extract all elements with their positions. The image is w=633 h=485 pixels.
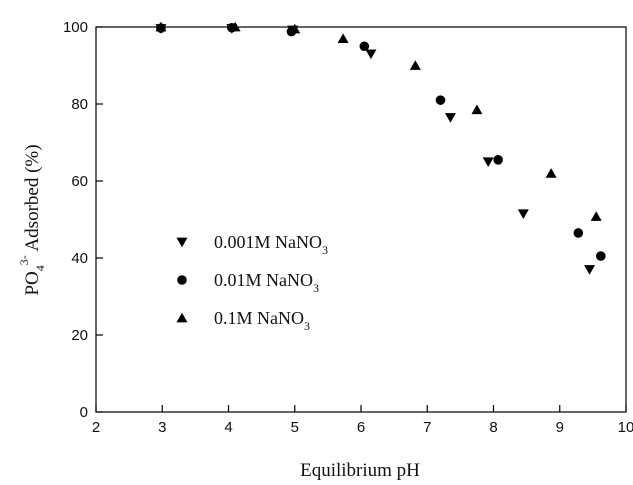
y-tick-label: 0 — [80, 404, 88, 421]
x-tick-label: 5 — [291, 419, 299, 436]
data-point — [444, 113, 456, 123]
legend-label: 0.1M NaNO3 — [214, 308, 310, 333]
y-tick-label: 20 — [71, 327, 88, 344]
data-point — [471, 104, 483, 115]
legend-label: 0.01M NaNO3 — [214, 270, 319, 295]
x-tick-label: 4 — [224, 419, 232, 436]
data-point — [596, 251, 606, 261]
data-point — [545, 168, 557, 178]
data-point — [590, 211, 602, 221]
y-tick-label: 100 — [63, 19, 88, 36]
plot-area-frame — [95, 26, 627, 413]
series-2 — [156, 22, 606, 261]
data-point — [409, 60, 421, 70]
legend-marker — [176, 237, 188, 248]
data-point — [482, 157, 494, 167]
data-point — [289, 23, 301, 34]
data-point — [493, 155, 503, 165]
legend-marker — [176, 312, 188, 323]
x-tick-label: 2 — [92, 419, 100, 436]
data-point — [229, 21, 241, 32]
y-tick-label: 80 — [71, 96, 88, 113]
data-point — [573, 228, 584, 238]
x-tick-label: 7 — [423, 419, 431, 436]
data-point — [517, 209, 529, 219]
x-axis-title: Equilibrium pH — [300, 460, 420, 481]
legend-marker — [177, 275, 187, 285]
x-tick-label: 9 — [556, 419, 564, 436]
x-tick-label: 10 — [618, 419, 633, 436]
legend: 0.001M NaNO3 0.01M NaNO3 0.1M NaNO3 — [176, 232, 328, 333]
data-point — [155, 21, 167, 32]
data-point — [359, 41, 370, 52]
x-tick-label: 3 — [158, 419, 166, 436]
series-3 — [155, 21, 602, 221]
y-tick-label: 60 — [71, 173, 88, 190]
legend-label: 0.001M NaNO3 — [214, 232, 328, 257]
data-point — [337, 33, 349, 43]
data-point — [365, 49, 377, 60]
data-points — [155, 21, 606, 275]
x-tick-label: 6 — [357, 419, 365, 436]
x-tick-label: 8 — [489, 419, 497, 436]
data-point — [435, 95, 446, 105]
y-axis-title: PO43- Adsorbed (%) — [17, 144, 47, 295]
y-tick-label: 40 — [71, 250, 88, 267]
axis-ticks — [95, 26, 627, 413]
data-point — [584, 265, 596, 275]
